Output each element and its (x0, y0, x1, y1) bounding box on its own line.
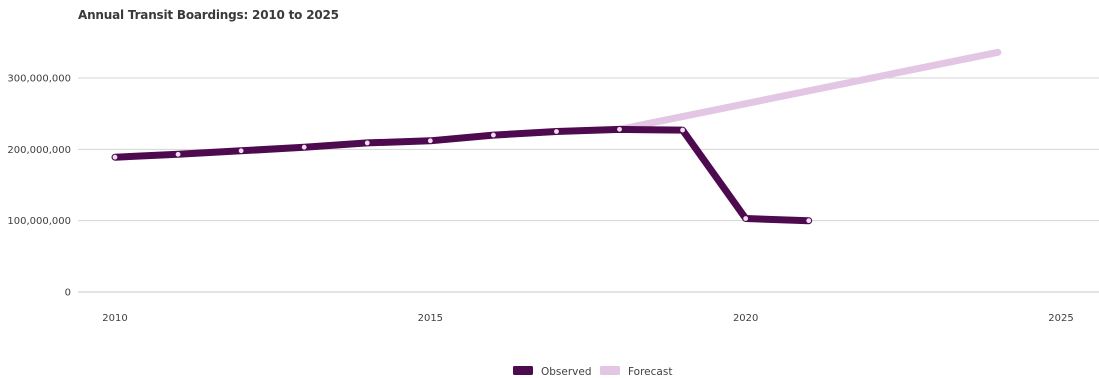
y-tick-label: 300,000,000 (7, 74, 71, 85)
data-point-observed (680, 127, 685, 133)
data-point-observed (112, 154, 118, 160)
chart-title: Annual Transit Boardings: 2010 to 2025 (78, 8, 339, 22)
data-point-observed (617, 126, 622, 132)
x-tick-label: 2025 (1048, 313, 1073, 324)
data-point-observed (743, 216, 749, 221)
series-line-observed (111, 125, 813, 225)
data-point-observed (301, 144, 307, 150)
data-point-observed (806, 218, 812, 224)
y-tick-label: 100,000,000 (7, 216, 71, 227)
y-gridlines (78, 77, 1099, 293)
x-tick-label: 2015 (418, 313, 443, 324)
data-point-observed (175, 151, 181, 157)
legend-item-forecast[interactable]: Forecast (600, 366, 672, 378)
legend[interactable]: Observed Forecast (513, 366, 672, 378)
data-point-observed (427, 138, 433, 144)
legend-swatch (513, 366, 533, 375)
y-axis-tick-labels: 0 100,000,000 200,000,000 300,000,000 (7, 74, 71, 299)
data-point-observed (491, 132, 496, 138)
series-layer (111, 48, 1002, 225)
legend-label: Forecast (628, 366, 672, 378)
x-axis-tick-labels: 2010 2015 2020 2025 (102, 313, 1073, 324)
data-point-observed (238, 148, 244, 154)
x-tick-label: 2020 (733, 313, 758, 324)
series-line-forecast (616, 48, 1002, 133)
legend-swatch (600, 366, 620, 375)
data-point-observed (364, 140, 370, 146)
data-point-observed (554, 129, 559, 134)
y-tick-label: 0 (65, 288, 71, 299)
legend-item-observed[interactable]: Observed (513, 366, 592, 378)
y-tick-label: 200,000,000 (7, 145, 71, 156)
x-tick-label: 2010 (102, 313, 127, 324)
legend-label: Observed (541, 366, 592, 378)
